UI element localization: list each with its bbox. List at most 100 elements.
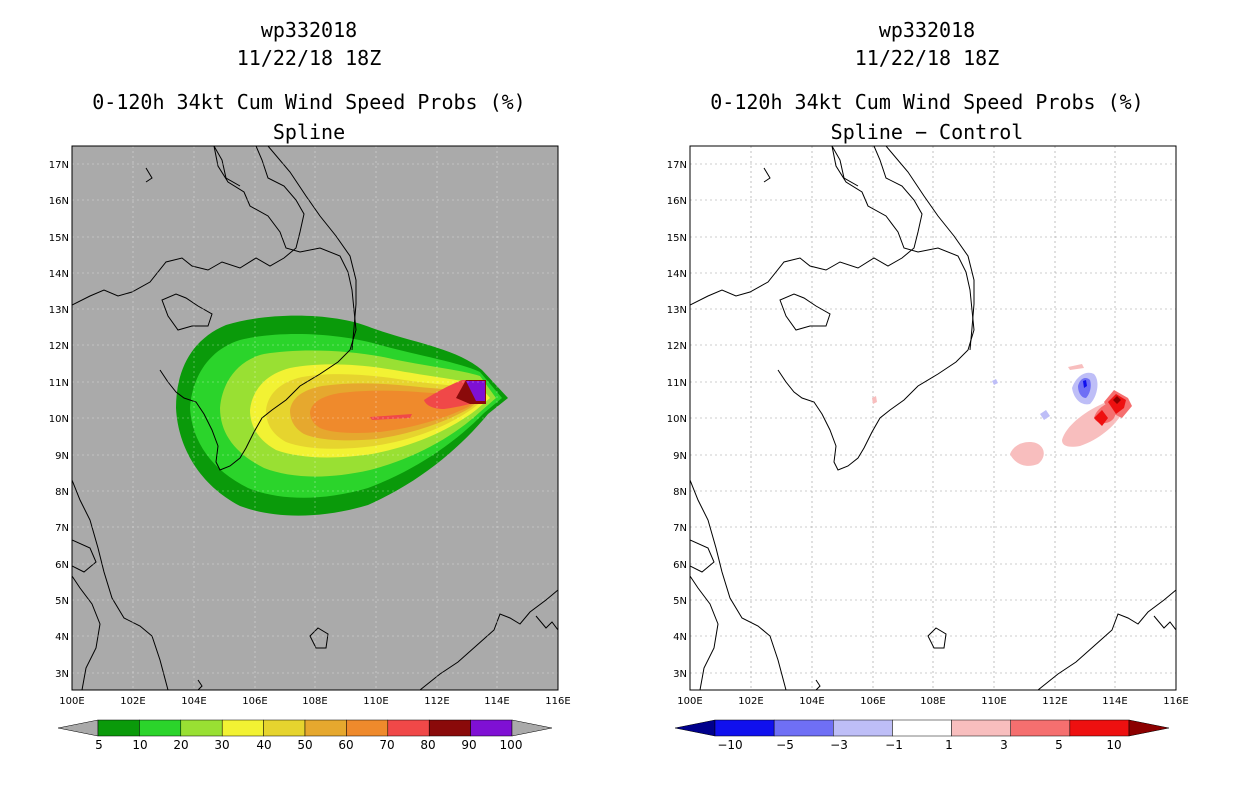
lat-label: 17N — [49, 160, 69, 171]
colorbar-label: 5 — [95, 738, 103, 752]
lon-label: 112E — [1042, 696, 1067, 707]
lon-label: 110E — [981, 696, 1006, 707]
colorbar-swatch — [470, 719, 513, 737]
lat-label: 8N — [673, 487, 687, 498]
lon-label: 104E — [181, 696, 206, 707]
diff-neg-1-3 — [1040, 410, 1050, 420]
contour-70-streak — [370, 414, 412, 420]
colorbar-extend-low — [57, 719, 99, 737]
lat-label: 9N — [55, 451, 69, 462]
lat-label: 16N — [667, 196, 687, 207]
colorbar-swatch — [139, 719, 182, 737]
probability-field — [72, 146, 558, 690]
colorbar-label: 50 — [297, 738, 312, 752]
colorbar-label: −5 — [776, 738, 794, 752]
diff-pos-1-3 — [1068, 364, 1084, 370]
lon-ticks: 100E 102E 104E 106E 108E 110E 112E 114E … — [677, 696, 1188, 707]
colorbar-extend-high — [1128, 719, 1170, 737]
lon-label: 102E — [120, 696, 145, 707]
colorbar-label: 30 — [214, 738, 229, 752]
colorbar-swatch — [428, 719, 471, 737]
lon-label: 102E — [738, 696, 763, 707]
lat-label: 3N — [673, 669, 687, 680]
lon-label: 106E — [242, 696, 267, 707]
colorbar-swatch — [304, 719, 347, 737]
map-frame — [71, 145, 559, 691]
lon-label: 100E — [677, 696, 702, 707]
colorbar-swatch — [833, 719, 893, 737]
colorbar-label: 60 — [338, 738, 353, 752]
coastlines — [690, 146, 1176, 690]
lat-label: 13N — [49, 305, 69, 316]
gridlines — [72, 146, 558, 690]
colorbar-swatch — [892, 719, 952, 737]
diff-neg-5-10 — [1083, 380, 1087, 388]
colorbar-label: −10 — [717, 738, 742, 752]
colorbar-swatch — [221, 719, 264, 737]
lat-label: 4N — [55, 632, 69, 643]
left-panel: wp332018 11/22/18 18Z 0-120h 34kt Cum Wi… — [49, 18, 571, 752]
colorbar-label: −3 — [830, 738, 848, 752]
colorbar-label: 90 — [461, 738, 476, 752]
lon-label: 116E — [545, 696, 570, 707]
gridlines — [690, 146, 1176, 690]
diff-pos-1-3 — [872, 396, 877, 404]
colorbar-label: 10 — [1106, 738, 1121, 752]
colorbar-label: 10 — [132, 738, 147, 752]
colorbar-label: 20 — [173, 738, 188, 752]
storm-id: wp332018 — [260, 18, 358, 42]
lat-label: 14N — [49, 269, 69, 280]
colorbar-label: 70 — [379, 738, 394, 752]
map-left: 100E 102E 104E 106E 108E 110E 112E 114E … — [49, 145, 571, 752]
lat-label: 13N — [667, 305, 687, 316]
lat-ticks: 3N 4N 5N 6N 7N 8N 9N 10N 11N 12N 13N 14N… — [49, 160, 69, 680]
colorbar-label: 3 — [1000, 738, 1008, 752]
lat-label: 6N — [673, 560, 687, 571]
colorbar-swatch — [773, 719, 834, 737]
diff-pos-5-10 — [1094, 410, 1108, 426]
datetime: 11/22/18 18Z — [854, 46, 1000, 70]
lat-label: 15N — [49, 233, 69, 244]
colorbar-label: 80 — [420, 738, 435, 752]
colorbar-label: 40 — [256, 738, 271, 752]
colorbar-swatch — [180, 719, 223, 737]
lon-label: 114E — [1102, 696, 1127, 707]
diff-neg-3-5 — [1078, 378, 1091, 398]
colorbar-swatch — [346, 719, 389, 737]
right-panel: wp332018 11/22/18 18Z 0-120h 34kt Cum Wi… — [618, 0, 1236, 800]
map-right: 100E 102E 104E 106E 108E 110E 112E 114E … — [667, 145, 1189, 752]
lon-label: 100E — [59, 696, 84, 707]
difference-field — [872, 364, 1132, 466]
lon-label: 110E — [363, 696, 388, 707]
lat-label: 11N — [49, 378, 69, 389]
lat-label: 15N — [667, 233, 687, 244]
storm-id: wp332018 — [878, 18, 976, 42]
lon-label: 108E — [920, 696, 945, 707]
lat-label: 5N — [55, 596, 69, 607]
lat-label: 8N — [55, 487, 69, 498]
colorbar-swatch — [951, 719, 1011, 737]
contour-90 — [466, 381, 485, 401]
lat-label: 3N — [55, 669, 69, 680]
colorbar-extend-low — [674, 719, 716, 737]
lat-label: 10N — [667, 414, 687, 425]
lon-label: 104E — [799, 696, 824, 707]
colorbar-swatch — [387, 719, 430, 737]
lat-label: 4N — [673, 632, 687, 643]
lon-label: 116E — [1163, 696, 1188, 707]
map-frame — [689, 145, 1177, 691]
lat-label: 11N — [667, 378, 687, 389]
colorbar-label: 1 — [945, 738, 953, 752]
lat-label: 7N — [673, 523, 687, 534]
lon-ticks: 100E 102E 104E 106E 108E 110E 112E 114E … — [59, 696, 570, 707]
colorbar-label: −1 — [885, 738, 903, 752]
colorbar-extend-high — [511, 719, 553, 737]
colorbar-swatch — [1069, 719, 1130, 737]
lat-label: 5N — [673, 596, 687, 607]
datetime: 11/22/18 18Z — [236, 46, 382, 70]
lat-label: 17N — [667, 160, 687, 171]
colorbar-right: −10 −5 −3 −1 1 3 5 10 — [674, 719, 1170, 752]
subtitle: Spline — [272, 120, 346, 144]
lat-label: 10N — [49, 414, 69, 425]
diff-pos-1-3 — [1010, 442, 1044, 466]
